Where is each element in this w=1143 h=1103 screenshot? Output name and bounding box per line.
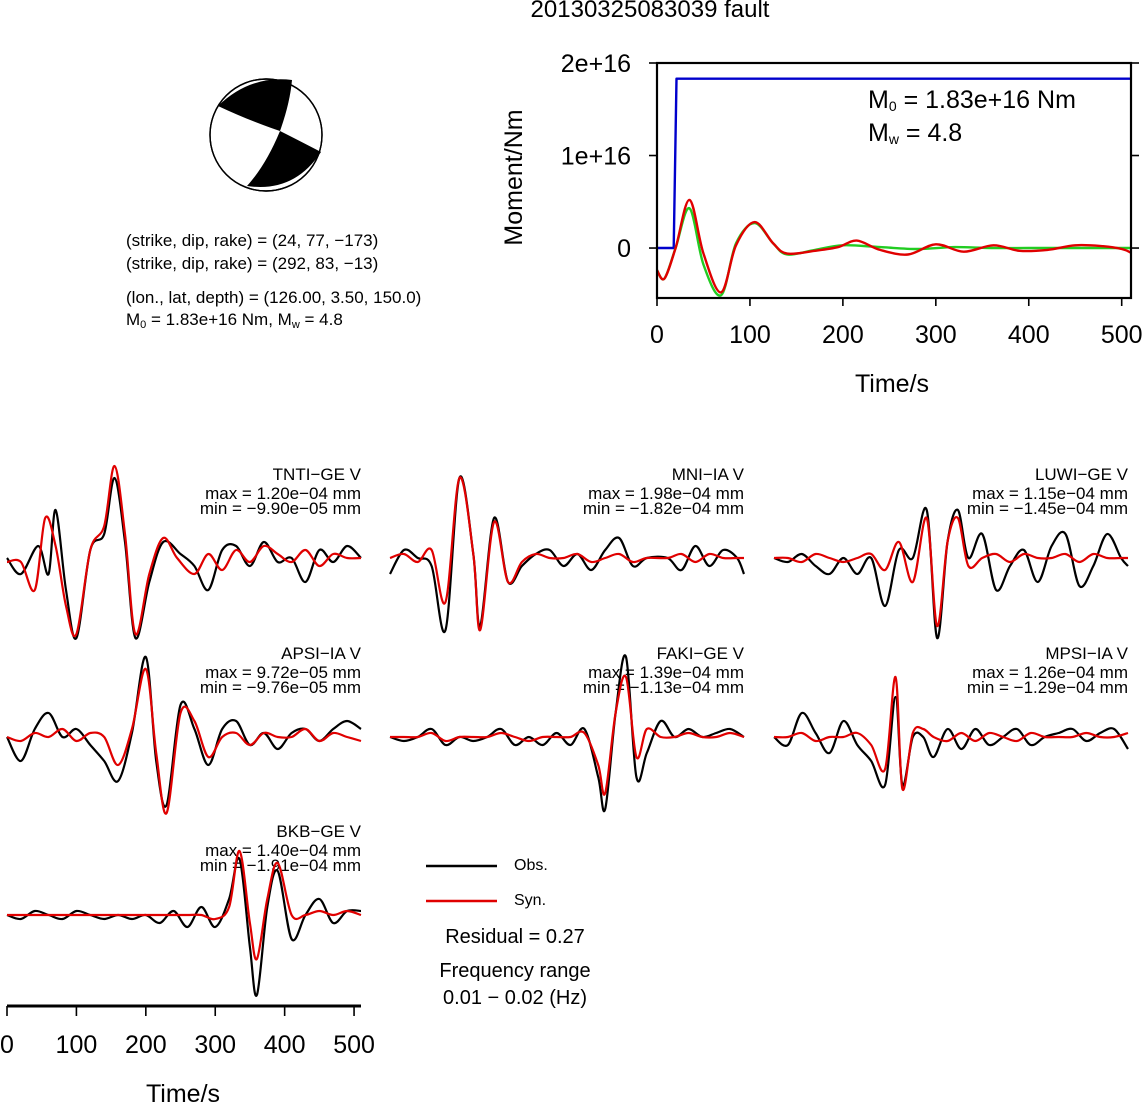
trace-observed bbox=[6, 476, 362, 640]
annotation-mw: Mw = 4.8 bbox=[868, 119, 963, 147]
trace-observed bbox=[389, 475, 746, 634]
moment-y-tick-label: 1e+16 bbox=[561, 143, 631, 171]
trace-max-label: max = 9.72e−05 mm bbox=[205, 663, 361, 682]
trace-station-label: BKB−GE V bbox=[276, 822, 361, 841]
event-moment: M0 = 1.83e+16 Nm, Mw = 4.8 bbox=[126, 310, 343, 331]
wave-x-tick-label: 200 bbox=[125, 1031, 167, 1059]
trace-synthetic bbox=[6, 667, 362, 815]
trace-max-label: max = 1.20e−04 mm bbox=[205, 484, 361, 503]
trace-min-label: min = −9.76e−05 mm bbox=[200, 678, 361, 697]
trace-observed bbox=[773, 695, 1129, 789]
moment-x-tick-label: 500 bbox=[1101, 321, 1143, 349]
trace-observed bbox=[6, 856, 362, 997]
trace-station-label: TNTI−GE V bbox=[273, 465, 362, 484]
moment-x-tick-label: 400 bbox=[1008, 321, 1050, 349]
trace-station-label: MNI−IA V bbox=[672, 465, 745, 484]
moment-x-tick-label: 300 bbox=[915, 321, 957, 349]
trace-min-label: min = −1.13e−04 mm bbox=[583, 678, 744, 697]
trace-max-label: max = 1.15e−04 mm bbox=[972, 484, 1128, 503]
trace-station-label: APSI−IA V bbox=[281, 644, 362, 663]
wave-x-tick-label: 100 bbox=[56, 1031, 98, 1059]
moment-x-tick-label: 200 bbox=[822, 321, 864, 349]
annotation-m0: M0 = 1.83e+16 Nm bbox=[868, 86, 1076, 114]
wave-x-tick-label: 0 bbox=[0, 1031, 14, 1059]
nodal-plane-2: (strike, dip, rake) = (292, 83, −13) bbox=[126, 254, 379, 273]
trace-synthetic bbox=[773, 675, 1129, 791]
moment-y-axis-label: Moment/Nm bbox=[500, 109, 528, 245]
moment-x-tick-label: 0 bbox=[650, 321, 664, 349]
trace-synthetic bbox=[773, 516, 1128, 628]
residual-label: Residual = 0.27 bbox=[445, 926, 585, 948]
trace-station-label: LUWI−GE V bbox=[1035, 465, 1129, 484]
moment-series-2 bbox=[655, 207, 1131, 297]
trace-station-label: MPSI−IA V bbox=[1045, 644, 1128, 663]
moment-y-tick-label: 2e+16 bbox=[561, 50, 631, 78]
wave-x-tick-label: 500 bbox=[333, 1031, 375, 1059]
trace-min-label: min = −1.45e−04 mm bbox=[967, 499, 1128, 518]
legend-label-syn: Syn. bbox=[514, 892, 547, 909]
trace-synthetic bbox=[390, 674, 745, 796]
nodal-plane-1: (strike, dip, rake) = (24, 77, −173) bbox=[126, 231, 379, 250]
trace-station-label: FAKI−GE V bbox=[657, 644, 745, 663]
moment-plot-frame bbox=[655, 61, 1133, 300]
moment-series-1 bbox=[657, 77, 1131, 250]
event-location: (lon., lat, depth) = (126.00, 3.50, 150.… bbox=[126, 288, 422, 307]
moment-series-3 bbox=[655, 198, 1132, 294]
trace-max-label: max = 1.40e−04 mm bbox=[205, 841, 361, 860]
moment-x-axis-label: Time/s bbox=[855, 370, 929, 398]
trace-synthetic bbox=[389, 476, 744, 632]
moment-y-tick-label: 0 bbox=[617, 235, 631, 263]
frequency-range-value: 0.01 − 0.02 (Hz) bbox=[443, 987, 587, 1009]
wave-x-tick-label: 300 bbox=[194, 1031, 236, 1059]
frequency-range-label: Frequency range bbox=[439, 960, 591, 982]
wave-x-axis-label: Time/s bbox=[146, 1080, 220, 1103]
moment-x-tick-label: 100 bbox=[729, 321, 771, 349]
figure-title: 20130325083039 fault bbox=[530, 0, 770, 23]
trace-synthetic bbox=[7, 849, 362, 961]
trace-min-label: min = −1.82e−04 mm bbox=[583, 499, 744, 518]
trace-max-label: max = 1.98e−04 mm bbox=[588, 484, 744, 503]
trace-min-label: min = −1.29e−04 mm bbox=[967, 678, 1128, 697]
trace-min-label: min = −9.90e−05 mm bbox=[200, 499, 361, 518]
trace-synthetic bbox=[6, 464, 362, 638]
legend-label-obs: Obs. bbox=[514, 857, 548, 874]
wave-x-tick-label: 400 bbox=[264, 1031, 306, 1059]
trace-max-label: max = 1.26e−04 mm bbox=[972, 663, 1128, 682]
